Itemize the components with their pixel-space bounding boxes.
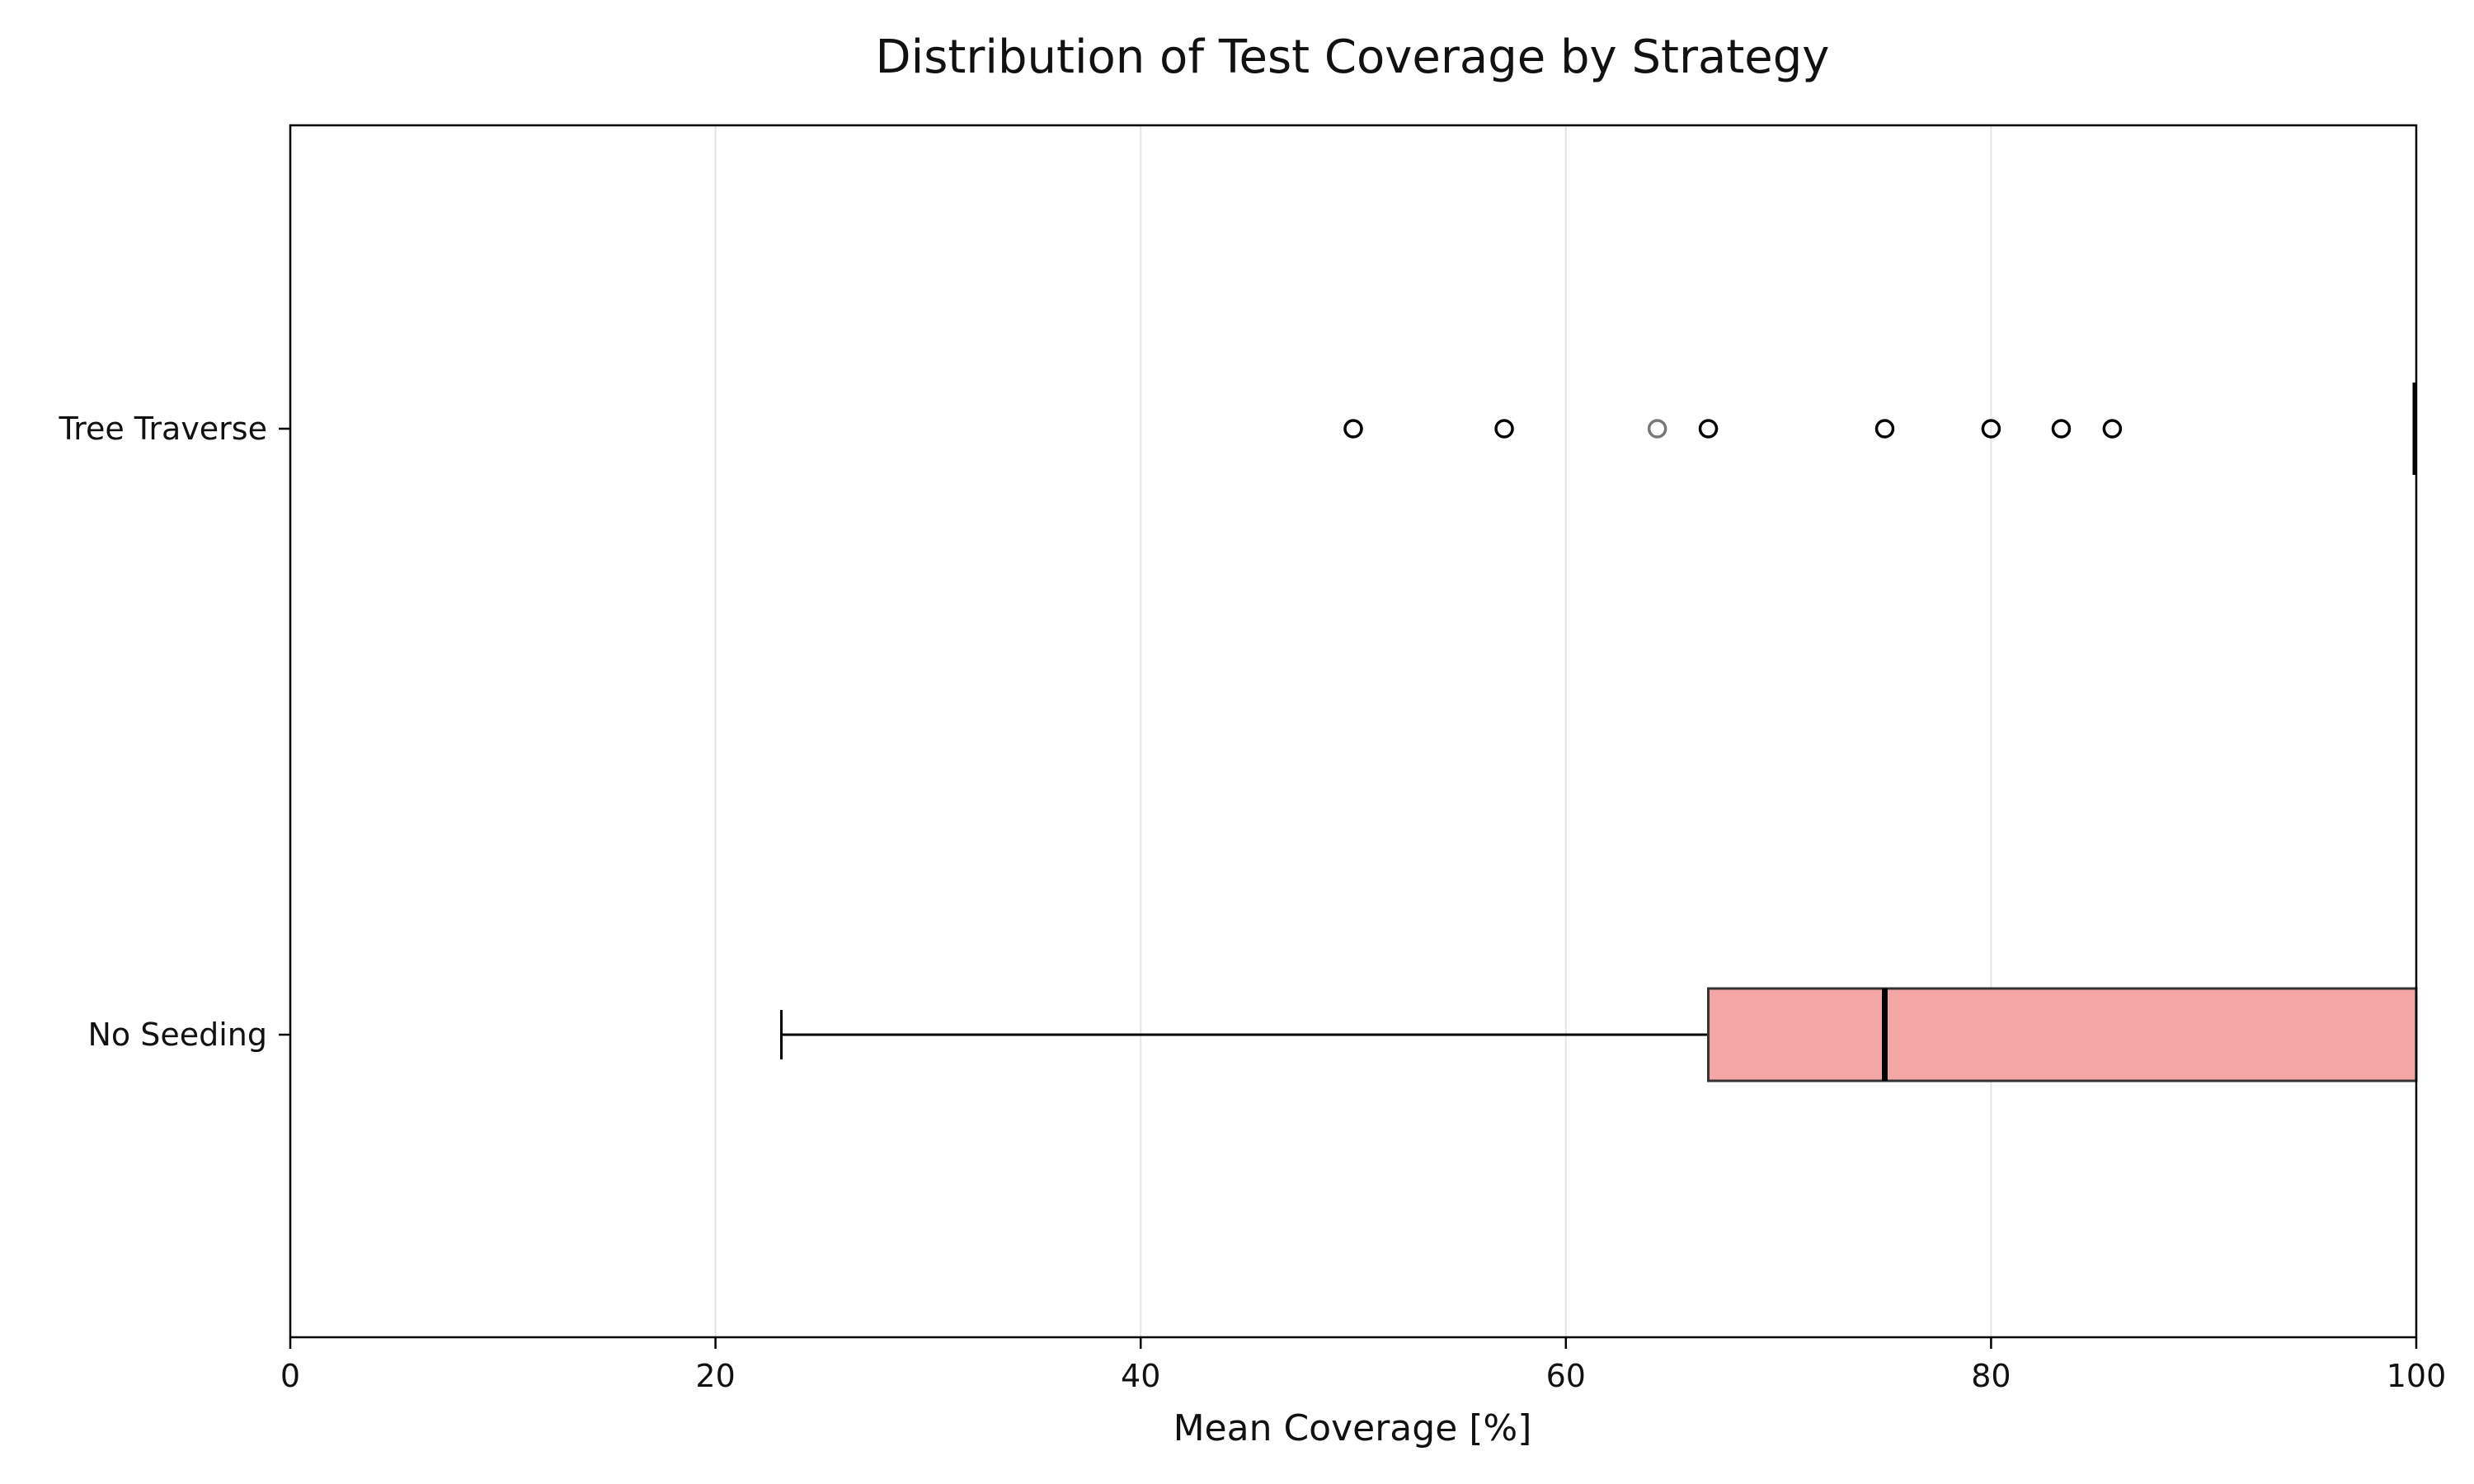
outlier-point — [1343, 419, 1363, 439]
plot-area-frame — [289, 124, 2418, 1339]
x-tick-label: 80 — [1971, 1358, 2011, 1394]
x-tick-label: 0 — [280, 1358, 300, 1394]
y-tick-label: Tree Traverse — [59, 411, 267, 447]
grid-lines — [289, 125, 2417, 1337]
outlier-point — [1647, 419, 1667, 439]
outlier-point — [2102, 419, 2123, 439]
outlier-point — [2051, 419, 2072, 439]
x-tick-label: 40 — [1121, 1358, 1160, 1394]
box-elements — [780, 383, 2418, 1082]
x-tick-label: 60 — [1546, 1358, 1586, 1394]
y-axis-ticks: Tree Traverse No Seeding — [59, 411, 290, 1053]
outlier-point — [1494, 419, 1514, 439]
chart-title: Distribution of Test Coverage by Strateg… — [876, 31, 1830, 84]
outlier-point — [1981, 419, 2001, 439]
box-iqr — [1707, 987, 2418, 1082]
outlier-points — [1343, 419, 2123, 439]
y-tick-label: No Seeding — [87, 1017, 267, 1053]
x-tick-label: 20 — [695, 1358, 735, 1394]
x-axis-ticks: 0 20 40 60 80 100 — [280, 1337, 2446, 1394]
x-axis-label: Mean Coverage [%] — [1174, 1407, 1532, 1449]
x-tick-label: 100 — [2387, 1358, 2447, 1394]
outlier-point — [1698, 419, 1719, 439]
outlier-point — [1874, 419, 1895, 439]
